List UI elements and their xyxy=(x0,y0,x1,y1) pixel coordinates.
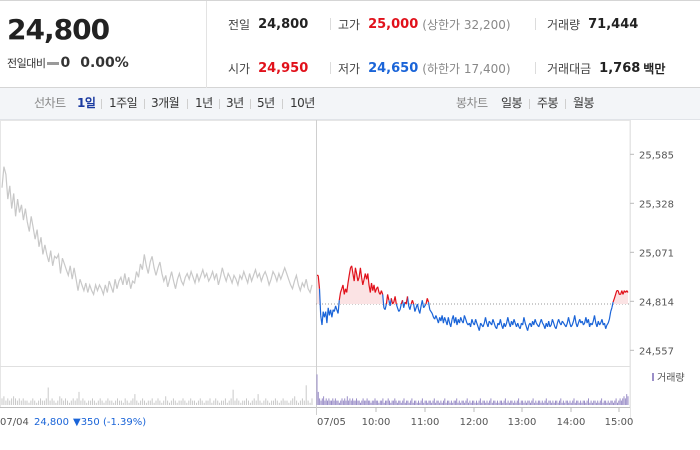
prev-close-label: 전일 xyxy=(228,17,251,32)
divider xyxy=(219,99,220,109)
open-stat: 시가 24,950 xyxy=(228,59,308,77)
price-summary: 24,800 전일대비 0 0.00% 전일 24,800 고가 25,000 … xyxy=(0,0,700,88)
monthly-candle-tab[interactable]: 월봉 xyxy=(573,96,595,110)
prev-day-price-line xyxy=(1,166,313,297)
period-5y-tab[interactable]: 5년 xyxy=(257,96,275,110)
y-tick-label: 25,071 xyxy=(639,248,674,259)
low-label: 저가 xyxy=(338,61,361,76)
daily-candle-tab[interactable]: 일봉 xyxy=(501,96,523,110)
divider xyxy=(535,62,536,74)
open-value: 24,950 xyxy=(258,60,309,76)
flat-icon xyxy=(47,61,60,65)
up-price-line xyxy=(317,265,629,305)
divider xyxy=(250,99,251,109)
x-tick-label: 10:00 xyxy=(362,417,391,428)
period-10y-tab[interactable]: 10년 xyxy=(290,96,315,110)
divider xyxy=(529,99,530,109)
divider xyxy=(330,62,331,74)
amount-value: 1,768 xyxy=(599,60,641,76)
volume-stat: 거래량 71,444 xyxy=(547,15,638,33)
divider xyxy=(187,99,188,109)
y-tick-label: 24,557 xyxy=(639,346,674,357)
period-1w-tab[interactable]: 1주일 xyxy=(109,96,138,110)
period-1d-tab[interactable]: 1일 xyxy=(77,96,96,110)
amount-unit: 백만 xyxy=(643,61,666,76)
y-tick-label: 25,328 xyxy=(639,199,674,210)
chart-frame xyxy=(0,120,631,408)
prev-day-close-label: 24,800 xyxy=(34,417,69,428)
high-label: 고가 xyxy=(338,17,361,32)
lower-limit-text: (하한가 17,400) xyxy=(422,61,511,76)
period-1y-tab[interactable]: 1년 xyxy=(195,96,213,110)
current-price-box: 24,800 전일대비 0 0.00% xyxy=(0,1,207,88)
price-chart-svg: 25,585 25,328 25,071 24,814 24,557 거래량 07/04 24… xyxy=(0,120,685,428)
price-chart: 25,585 25,328 25,071 24,814 24,557 거래량 07/04 24… xyxy=(0,120,700,450)
upper-limit-text: (상한가 32,200) xyxy=(422,17,511,32)
divider xyxy=(144,99,145,109)
prev-close-stat: 전일 24,800 xyxy=(228,15,308,33)
divider xyxy=(565,99,566,109)
weekly-candle-tab[interactable]: 주봉 xyxy=(537,96,559,110)
x-tick-label: 15:00 xyxy=(605,417,634,428)
low-value: 24,650 xyxy=(368,60,419,76)
prev-day-change-label: ▼350 (-1.39%) xyxy=(73,417,146,428)
prev-close-value: 24,800 xyxy=(258,16,309,32)
period-3m-tab[interactable]: 3개월 xyxy=(151,96,180,110)
current-price: 24,800 xyxy=(7,13,110,46)
high-stat: 고가 25,000 (상한가 32,200) xyxy=(338,15,511,33)
y-tick-label: 24,814 xyxy=(639,297,674,308)
up-area-fill xyxy=(317,265,628,304)
volume-value: 71,444 xyxy=(588,16,639,32)
open-label: 시가 xyxy=(228,61,251,76)
y-tick-label: 25,585 xyxy=(639,150,674,161)
change-label: 전일대비 xyxy=(7,57,46,70)
amount-stat: 거래대금 1,768 백만 xyxy=(547,59,665,77)
x-tick-label: 14:00 xyxy=(557,417,586,428)
x-tick-label: 07/05 xyxy=(317,417,346,428)
down-price-line xyxy=(318,288,614,331)
volume-label: 거래량 xyxy=(547,17,581,32)
divider xyxy=(101,99,102,109)
change-rate: 0.00% xyxy=(80,55,129,71)
x-tick-label: 11:00 xyxy=(411,417,440,428)
prev-day-date-label: 07/04 xyxy=(0,417,29,428)
line-chart-label: 선차트 xyxy=(34,96,66,110)
volume-legend-swatch xyxy=(652,373,654,381)
x-tick-label: 13:00 xyxy=(508,417,537,428)
amount-label: 거래대금 xyxy=(547,61,592,76)
divider xyxy=(330,18,331,30)
high-value: 25,000 xyxy=(368,16,419,32)
change-value: 0 xyxy=(60,55,71,71)
change-row: 전일대비 0 0.00% xyxy=(7,54,129,72)
volume-legend-label: 거래량 xyxy=(657,372,685,384)
candle-chart-label: 봉차트 xyxy=(456,96,488,110)
chart-toolbar: 선차트 1일 1주일 3개월 1년 3년 5년 10년 봉차트 일봉 주봉 월봉 xyxy=(0,88,700,120)
x-tick-label: 12:00 xyxy=(460,417,489,428)
divider xyxy=(535,18,536,30)
period-3y-tab[interactable]: 3년 xyxy=(226,96,244,110)
low-stat: 저가 24,650 (하한가 17,400) xyxy=(338,59,511,77)
divider xyxy=(282,99,283,109)
